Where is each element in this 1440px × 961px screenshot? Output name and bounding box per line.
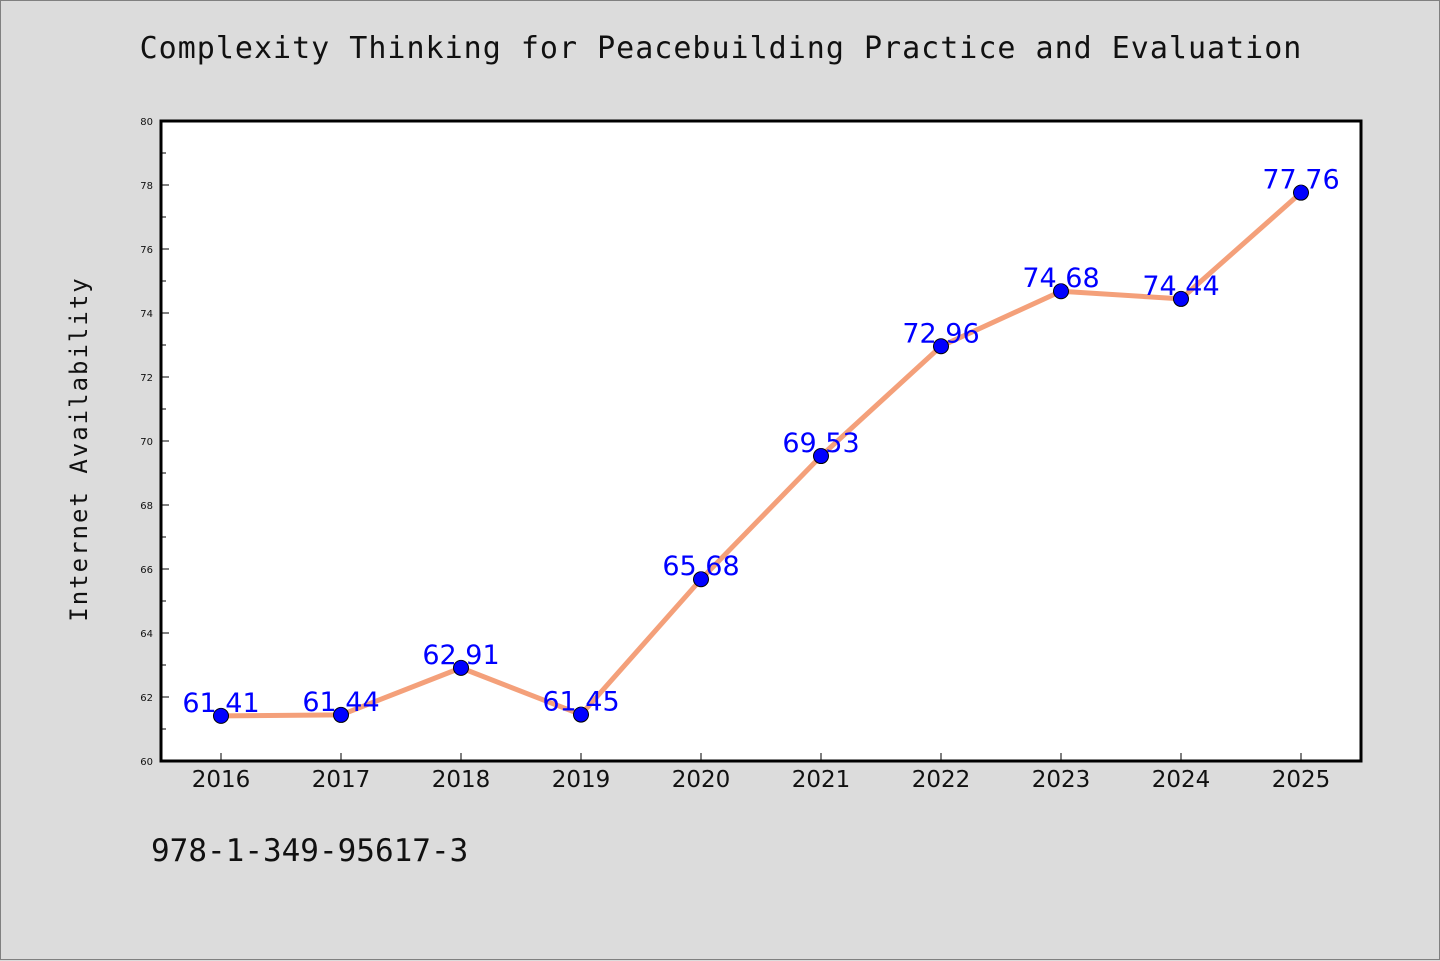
y-tick-label: 68 xyxy=(140,501,153,512)
x-tick-label: 2019 xyxy=(552,767,611,793)
y-tick-label: 78 xyxy=(140,181,153,192)
x-tick-label: 2017 xyxy=(312,767,371,793)
data-label: 62.91 xyxy=(422,640,499,671)
data-point xyxy=(1173,290,1189,307)
x-tick-label: 2016 xyxy=(192,767,251,793)
data-point xyxy=(453,659,469,676)
chart-title: Complexity Thinking for Peacebuilding Pr… xyxy=(139,31,1303,66)
x-axis: 2016 2017 2018 2019 2020 2021 2022 2023 2024 2025 xyxy=(192,753,1331,793)
data-point xyxy=(573,706,589,723)
x-tick-label: 2021 xyxy=(792,767,851,793)
data-label: 61.45 xyxy=(542,687,619,718)
y-tick-label: 60 xyxy=(140,757,153,768)
data-label: 69.53 xyxy=(782,428,859,459)
x-tick-label: 2020 xyxy=(672,767,731,793)
data-label: 61.41 xyxy=(182,688,259,719)
y-tick-label: 64 xyxy=(140,629,153,640)
data-labels: 61.41 61.44 62.91 61.45 65.68 69.53 72.96 74.68… xyxy=(182,165,1339,719)
data-label: 74.44 xyxy=(1142,271,1219,302)
y-tick-label: 74 xyxy=(140,309,153,320)
y-tick-label: 80 xyxy=(140,117,153,128)
data-point xyxy=(333,706,349,723)
plot-area xyxy=(159,119,1363,763)
data-point xyxy=(1293,184,1309,201)
y-tick-label: 62 xyxy=(140,693,153,704)
data-label: 65.68 xyxy=(662,551,739,582)
x-tick-label: 2023 xyxy=(1032,767,1091,793)
x-tick-label: 2025 xyxy=(1272,767,1331,793)
data-label: 72.96 xyxy=(902,318,979,349)
data-point xyxy=(1053,283,1069,300)
data-label: 61.44 xyxy=(302,687,379,718)
x-tick-label: 2024 xyxy=(1152,767,1211,793)
x-tick-label: 2022 xyxy=(912,767,971,793)
y-axis-label: Internet Availability xyxy=(65,276,93,621)
series-markers xyxy=(213,184,1309,724)
data-label: 77.76 xyxy=(1262,165,1339,196)
series-line xyxy=(220,190,1303,719)
data-point xyxy=(213,707,229,724)
y-tick-label: 76 xyxy=(140,245,153,256)
y-axis: 60 62 64 66 68 70 72 74 76 78 80 xyxy=(140,117,169,768)
data-label: 74.68 xyxy=(1022,263,1099,294)
x-tick-label: 2018 xyxy=(432,767,491,793)
isbn-text: 978-1-349-95617-3 xyxy=(151,833,469,869)
y-tick-label: 72 xyxy=(140,373,153,384)
data-point xyxy=(933,338,949,355)
data-point xyxy=(693,571,709,588)
data-point xyxy=(813,448,829,465)
y-tick-label: 66 xyxy=(140,565,153,576)
y-tick-label: 70 xyxy=(140,437,153,448)
